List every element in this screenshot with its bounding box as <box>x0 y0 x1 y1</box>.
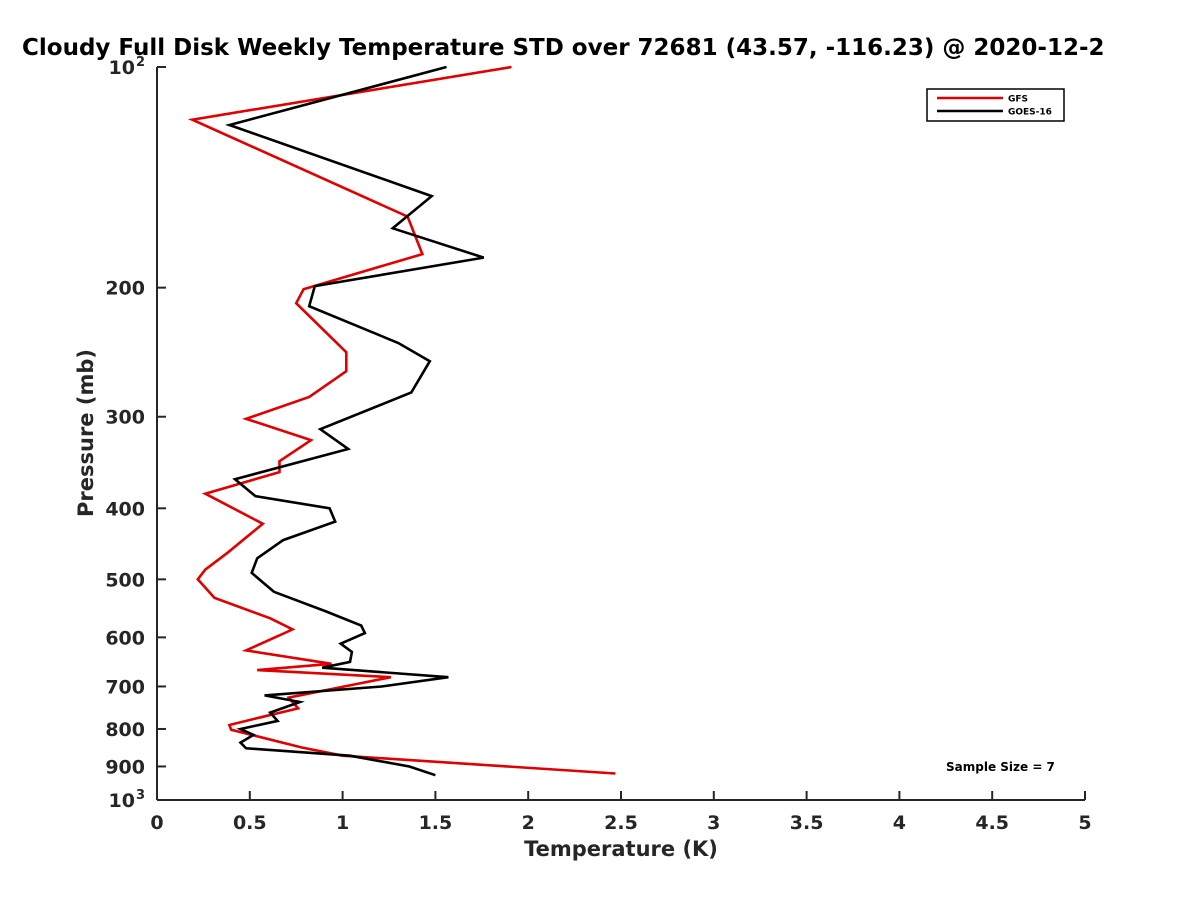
sample-size-annotation: Sample Size = 7 <box>946 760 1055 774</box>
x-tick-label: 4 <box>893 812 906 834</box>
x-tick-label: 5 <box>1078 812 1091 834</box>
y-tick-exponent: 3 <box>136 788 145 803</box>
x-tick-label: 1.5 <box>419 812 453 834</box>
x-axis-label: Temperature (K) <box>524 837 718 861</box>
legend-label: GFS <box>1008 95 1028 105</box>
y-tick-label: 300 <box>105 407 145 429</box>
x-tick-label: 2 <box>522 812 535 834</box>
legend: GFS GOES-16 <box>926 88 1065 122</box>
y-tick-label: 700 <box>105 676 145 698</box>
series-line-goes-16 <box>224 65 485 777</box>
x-tick-label: 2.5 <box>604 812 638 834</box>
legend-label: GOES-16 <box>1008 108 1052 118</box>
legend-box <box>926 88 1065 122</box>
x-tick-label: 0.5 <box>233 812 267 834</box>
y-tick-label: 900 <box>105 756 145 778</box>
chart-title: Cloudy Full Disk Weekly Temperature STD … <box>22 35 1105 61</box>
x-tick-label: 3.5 <box>790 812 824 834</box>
x-tick-label: 3 <box>707 812 720 834</box>
y-axis-label: Pressure (mb) <box>74 349 98 517</box>
y-tick-label: 200 <box>105 278 145 300</box>
y-tick-label: 400 <box>105 498 145 520</box>
x-tick-label: 0 <box>150 812 163 834</box>
y-tick-label: 800 <box>105 719 145 741</box>
y-tick-exponent: 2 <box>136 55 145 70</box>
series-line-gfs <box>187 65 616 775</box>
y-tick-label: 10 <box>109 57 135 79</box>
y-tick-label: 10 <box>109 790 135 812</box>
x-tick-label: 4.5 <box>975 812 1009 834</box>
x-tick-label: 1 <box>336 812 349 834</box>
y-tick-label: 500 <box>105 569 145 591</box>
y-tick-label: 600 <box>105 627 145 649</box>
